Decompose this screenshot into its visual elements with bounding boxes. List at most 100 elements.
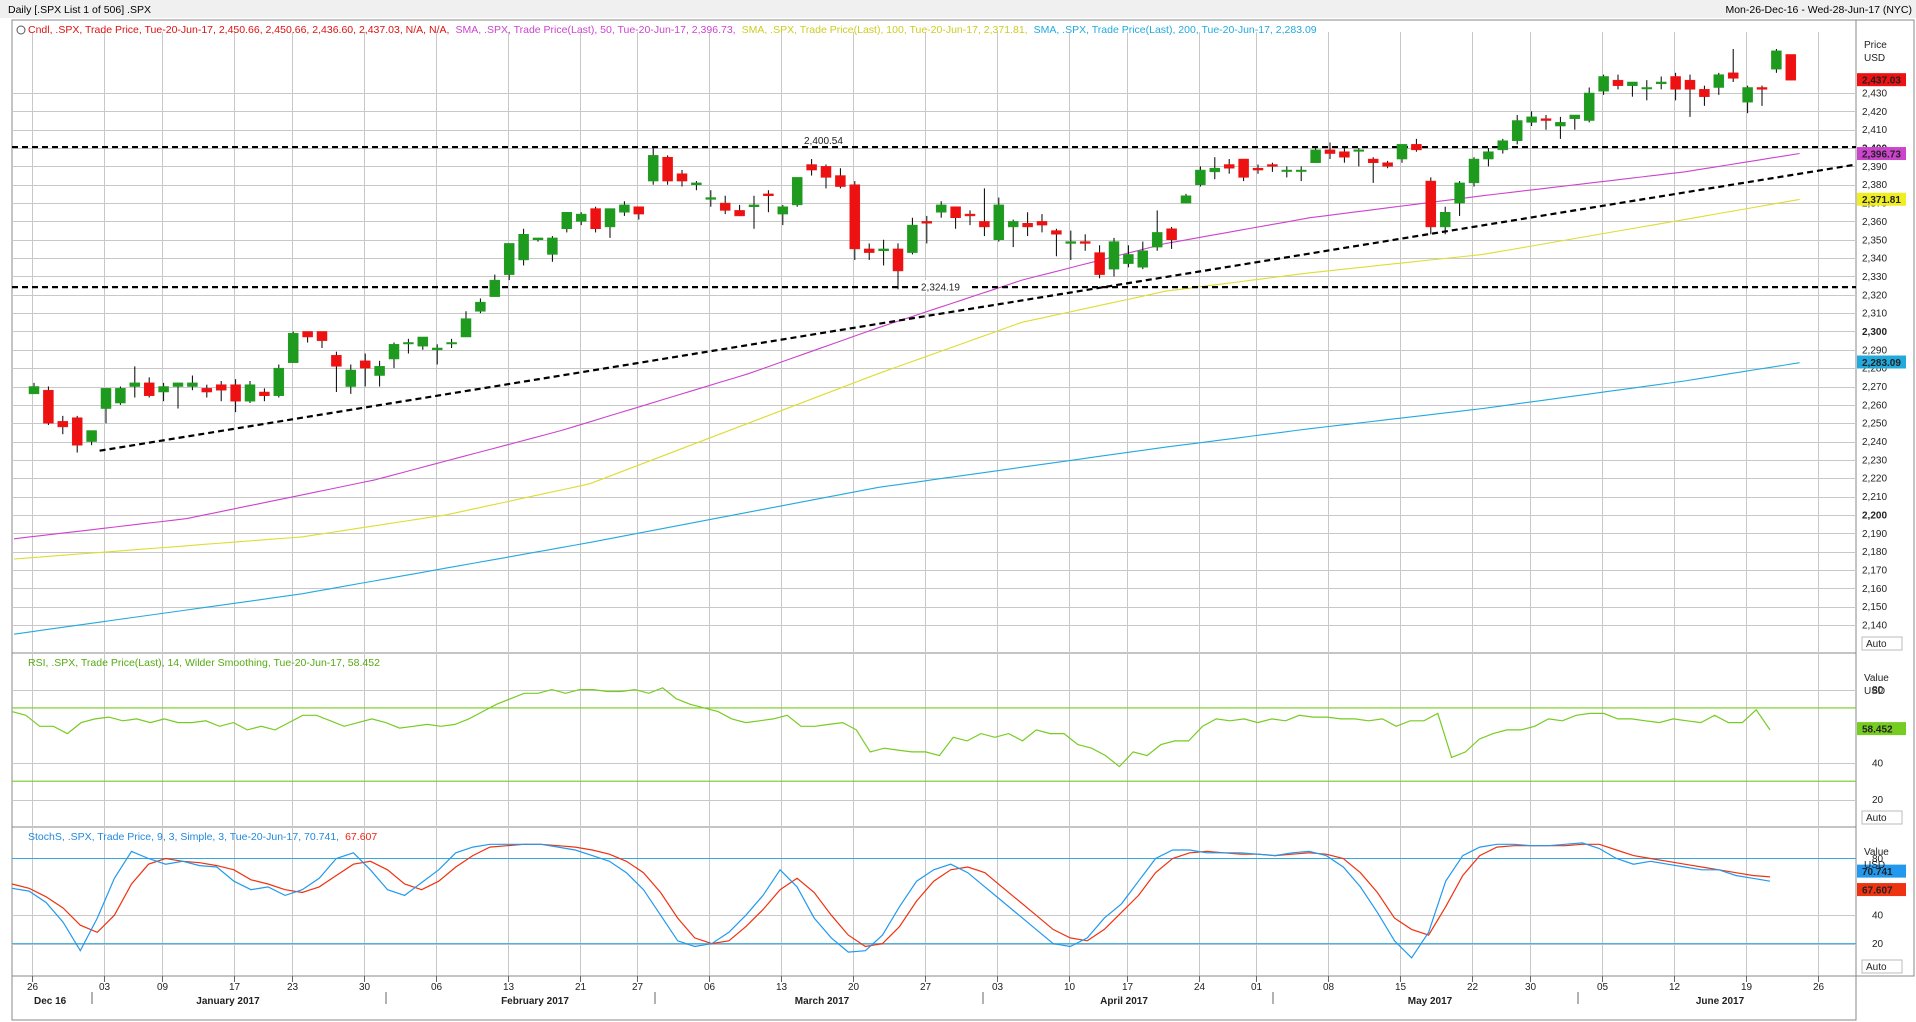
- candle-body: [1742, 87, 1753, 103]
- price-tick-label: 2,310: [1862, 309, 1887, 320]
- candle-body: [201, 388, 213, 393]
- candle-body: [1036, 221, 1048, 226]
- candle-body: [417, 336, 429, 347]
- candle-body: [215, 384, 227, 391]
- candle-body: [1511, 120, 1523, 141]
- day-tick-label: 01: [1251, 982, 1263, 993]
- stoch-layer: [11, 842, 1856, 959]
- stoch-legend: StochS, .SPX, Trade Price, 9, 3, Simple,…: [28, 831, 377, 843]
- stoch-axis-unit: USD: [1864, 860, 1885, 871]
- candle-body: [993, 204, 1005, 241]
- candle-body: [1396, 144, 1408, 160]
- legend-cndl-icon[interactable]: [16, 25, 26, 35]
- candle-body: [532, 237, 544, 241]
- candle-body: [316, 331, 328, 341]
- day-tick-label: 17: [229, 982, 241, 993]
- price-tick-label: 2,270: [1862, 382, 1887, 393]
- candle-body: [705, 197, 717, 200]
- candle-body: [86, 430, 97, 442]
- day-tick-label: 09: [157, 982, 169, 993]
- candle-body: [129, 382, 141, 387]
- candle-body: [1238, 158, 1249, 178]
- candle-body: [1051, 230, 1062, 235]
- candle-body: [561, 211, 573, 230]
- candle-body: [734, 210, 745, 217]
- day-tick-label: 30: [1525, 982, 1537, 993]
- svg-text:Auto: Auto: [1866, 813, 1887, 824]
- candle-body: [302, 331, 313, 338]
- candle-body: [359, 360, 371, 369]
- candle-body: [1065, 241, 1077, 244]
- candle-body: [964, 213, 976, 217]
- price-tick-label: 2,320: [1862, 290, 1887, 301]
- day-tick-label: 03: [99, 982, 111, 993]
- month-label: Dec 16: [34, 996, 67, 1007]
- candle-body: [158, 386, 169, 393]
- price-tick-label: 2,430: [1862, 89, 1887, 100]
- price-tick-label: 2,280: [1862, 364, 1887, 375]
- svg-text:Auto: Auto: [1866, 639, 1887, 650]
- candle-body: [1339, 151, 1350, 158]
- candle-body: [1583, 92, 1595, 121]
- day-tick-label: 20: [848, 982, 860, 993]
- x-axis: 26 03 09 17 23 30 06 13 21 27 06 13 20 27 03 10 17 24 01 08…: [11, 975, 1857, 1021]
- candle-body: [1209, 167, 1221, 173]
- candle-body: [1655, 81, 1667, 85]
- day-tick-label: 06: [704, 982, 716, 993]
- day-tick-label: 26: [1813, 982, 1825, 993]
- day-tick-label: 22: [1467, 982, 1479, 993]
- auto-button-price[interactable]: Auto: [1861, 636, 1903, 651]
- auto-button-rsi[interactable]: Auto: [1861, 810, 1903, 825]
- stoch-pane[interactable]: [11, 826, 1857, 977]
- rsi-pane[interactable]: [11, 652, 1857, 828]
- auto-button-stoch[interactable]: Auto: [1861, 959, 1903, 974]
- support-label-bg: [918, 280, 970, 293]
- candle-body: [1425, 180, 1437, 228]
- stoch-tick-label: 80: [1872, 854, 1884, 865]
- candle-body: [691, 182, 702, 185]
- candle-body: [1022, 222, 1033, 228]
- day-tick-label: 13: [503, 982, 515, 993]
- candle-body: [863, 248, 875, 253]
- price-legend: Cndl, .SPX, Trade Price, Tue-20-Jun-17, …: [16, 24, 1317, 36]
- candle-body: [1497, 140, 1509, 151]
- candle-body: [1468, 158, 1480, 184]
- price-tick-label: 2,240: [1862, 437, 1887, 448]
- day-tick-label: 06: [431, 982, 443, 993]
- candle-body: [331, 355, 342, 367]
- price-axis-unit: USD: [1864, 53, 1885, 64]
- candle-body: [1180, 195, 1192, 204]
- price-tick-label: 2,230: [1862, 455, 1887, 466]
- day-tick-label: 12: [1669, 982, 1681, 993]
- price-tick-label: 2,380: [1862, 180, 1887, 191]
- candle-body: [935, 204, 947, 213]
- day-tick-label: 13: [776, 982, 788, 993]
- day-tick-label: 03: [992, 982, 1004, 993]
- candle-body: [1267, 164, 1278, 167]
- rsi-axis-unit: USD: [1864, 686, 1885, 697]
- candle-body: [1454, 182, 1465, 204]
- sma50-line: [13, 152, 1800, 540]
- price-tick-label: 2,340: [1862, 254, 1887, 265]
- candle-body: [777, 206, 789, 215]
- candle-body: [403, 342, 414, 345]
- title-bar: [0, 0, 1916, 18]
- rsi-value-label-bg: [1857, 722, 1906, 736]
- sma100-label-bg: [1857, 192, 1906, 206]
- candle-body: [907, 224, 918, 253]
- price-tick-label: 2,210: [1862, 492, 1887, 503]
- candle-body: [1281, 169, 1293, 172]
- candle-body: [1699, 89, 1710, 97]
- price-tick-label: 2,410: [1862, 125, 1887, 136]
- rsi-tick-label: 80: [1872, 685, 1884, 696]
- price-tick-label: 2,390: [1862, 162, 1887, 173]
- legend-sma200: SMA, .SPX, Trade Price(Last), 200, Tue-2…: [1034, 24, 1317, 36]
- day-tick-label: 08: [1323, 982, 1335, 993]
- rsi-tick-label: 20: [1872, 795, 1884, 806]
- candle-layer: [28, 48, 1797, 453]
- date-range[interactable]: Mon-26-Dec-16 - Wed-28-Jun-17 (NYC): [1725, 4, 1912, 16]
- candle-body: [489, 279, 501, 297]
- support-label: 2,324.19: [921, 283, 960, 294]
- candle-body: [1411, 144, 1422, 151]
- price-tick-label: 2,260: [1862, 400, 1887, 411]
